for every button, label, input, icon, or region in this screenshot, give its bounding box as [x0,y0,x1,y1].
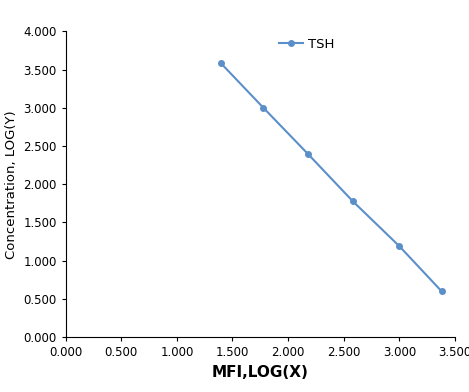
TSH [261,105,266,110]
TSH [305,151,310,156]
Legend: TSH: TSH [280,38,335,51]
Line: TSH: TSH [219,61,444,294]
X-axis label: MFI,LOG(X): MFI,LOG(X) [212,365,309,380]
Y-axis label: Concentration, LOG(Y): Concentration, LOG(Y) [5,110,18,259]
TSH [219,61,224,66]
TSH [396,244,402,249]
TSH [439,289,445,294]
TSH [350,199,356,203]
